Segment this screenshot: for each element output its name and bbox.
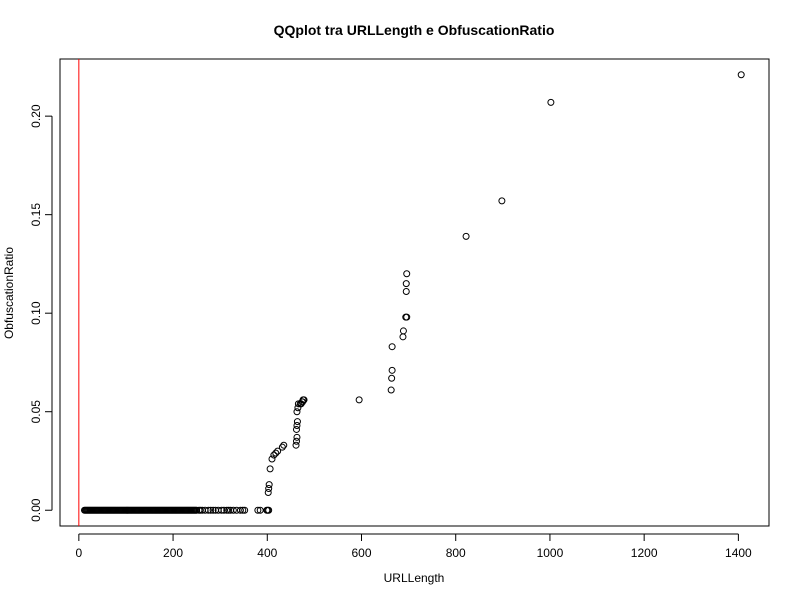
y-tick-label: 0.20 (29, 104, 43, 128)
y-tick-label: 0.15 (29, 203, 43, 227)
axes-group: 0 200 400 600 800 1000 1200 1400 0.00 0.05 0.10 0.1… (29, 104, 752, 560)
data-point (256, 506, 264, 514)
data-point (388, 374, 396, 382)
data-point (274, 447, 282, 455)
data-point (223, 506, 231, 514)
x-tick-label: 1200 (631, 546, 658, 560)
data-point (388, 366, 396, 374)
data-point (272, 449, 280, 457)
data-point (265, 506, 273, 514)
data-point (293, 418, 301, 426)
data-point (207, 506, 215, 514)
chart-title: QQplot tra URLLength e ObfuscationRatio (274, 22, 555, 38)
data-point (218, 506, 226, 514)
data-point (220, 506, 228, 514)
data-point (204, 506, 212, 514)
data-point (229, 506, 237, 514)
data-point (292, 441, 300, 449)
x-tick-label: 400 (257, 546, 277, 560)
data-point (547, 98, 555, 106)
data-point (293, 422, 301, 430)
data-point (225, 506, 233, 514)
plot-frame (59, 58, 770, 527)
x-axis-label: URLLength (384, 571, 445, 585)
data-point (403, 313, 411, 321)
data-point (294, 400, 302, 408)
data-point (462, 232, 470, 240)
x-tick-label: 1000 (537, 546, 564, 560)
data-point (265, 481, 273, 489)
data-point (268, 455, 276, 463)
data-point (270, 451, 278, 459)
data-point (403, 270, 411, 278)
data-point (266, 465, 274, 473)
x-tick-label: 1400 (725, 546, 752, 560)
data-point (402, 288, 410, 296)
data-point (498, 197, 506, 205)
data-point (402, 280, 410, 288)
x-tick-label: 0 (76, 546, 83, 560)
data-point (280, 441, 288, 449)
x-tick-label: 600 (351, 546, 371, 560)
data-point (292, 437, 300, 445)
data-point (355, 396, 363, 404)
data-point (209, 506, 217, 514)
data-points-group (80, 71, 745, 514)
data-point (293, 408, 301, 416)
data-point (236, 506, 244, 514)
data-point (399, 327, 407, 335)
data-point (239, 506, 247, 514)
data-point (387, 386, 395, 394)
data-point (264, 489, 272, 497)
data-point (388, 343, 396, 351)
data-point (737, 71, 745, 79)
data-point (265, 485, 273, 493)
y-tick-label: 0.05 (29, 400, 43, 424)
data-point (300, 396, 308, 404)
y-tick-label: 0.00 (29, 498, 43, 522)
data-point (399, 333, 407, 341)
y-axis-label: ObfuscationRatio (2, 247, 16, 339)
data-point (278, 443, 286, 451)
x-tick-label: 200 (163, 546, 183, 560)
x-tick-label: 800 (446, 546, 466, 560)
data-point (241, 506, 249, 514)
data-point (293, 433, 301, 441)
y-tick-label: 0.10 (29, 301, 43, 325)
data-point (254, 506, 262, 514)
data-point (196, 506, 204, 514)
data-point (292, 425, 300, 433)
